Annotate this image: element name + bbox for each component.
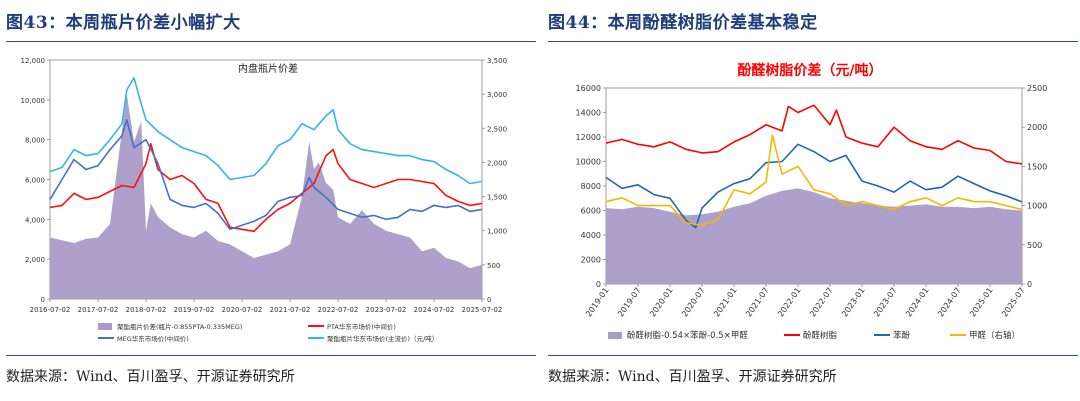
series-line-1 (605, 104, 1023, 165)
chart-bottle-spread: 内盘瓶片价差 0 2,000 4,000 6,000 8,000 10,000 12,000 0… (21, 57, 508, 343)
y-right-tick-label: 2500 (1027, 84, 1047, 93)
y-right-tick-label: 1500 (1027, 162, 1047, 171)
y-left-tick-label: 8,000 (25, 137, 45, 145)
x-tick-label: 2025-07-02 (462, 306, 503, 314)
y-left-tick-label: 2000 (581, 256, 601, 265)
x-tick-label: 2023-01 (840, 286, 867, 319)
chart-title: 酚醛树脂价差（元/吨） (737, 62, 882, 79)
x-tick-label: 2019-07-02 (174, 306, 215, 314)
x-tick-label: 2017-07-02 (78, 306, 119, 314)
x-tick-label: 2022-07 (808, 286, 835, 319)
x-tick-label: 2023-07-02 (366, 306, 407, 314)
y-left-tick-label: 16000 (576, 84, 601, 93)
y-left-tick-label: 4000 (581, 231, 601, 240)
x-tick-label: 2022-07-02 (318, 306, 359, 314)
series-line-3 (605, 134, 1023, 226)
y-left-tick-label: 6000 (581, 207, 601, 216)
source-note: 数据来源：Wind、百川盈孚、开源证券研究所 (6, 369, 295, 385)
y-right-tick-label: 500 (487, 262, 500, 270)
series-line-2 (605, 143, 1023, 229)
legend-label-0: 酚醛树脂-0.54×苯酚-0.5×甲醛 (627, 330, 748, 341)
legend-swatch-0 (98, 323, 112, 330)
legend-label-1: 酚醛树脂 (803, 330, 838, 341)
y-right-tick-label: 1,000 (487, 228, 507, 236)
x-tick-label: 2020-01 (648, 286, 675, 319)
x-tick-label: 2020-07 (680, 286, 707, 319)
y-left-tick-label: 8000 (581, 182, 601, 191)
title-rule (6, 41, 536, 42)
y-right-tick-label: 3,500 (487, 57, 507, 65)
figure-panel-right: 图44：本周酚醛树脂价差基本稳定 酚醛树脂价差（元/吨） 0 2000 4000 600… (548, 0, 1078, 401)
y-left-tick-label: 10,000 (21, 97, 46, 105)
figure-title: 图43：本周瓶片价差小幅扩大 (6, 13, 241, 33)
chart-title: 内盘瓶片价差 (238, 62, 298, 75)
chart-phenolic-resin-spread: 酚醛树脂价差（元/吨）02000400060008000100001200014… (576, 62, 1048, 341)
legend-label-2: MEG华东市场价(中间价) (117, 334, 189, 343)
x-tick-label: 2021-07-02 (270, 306, 311, 314)
x-tick-label: 2024-07 (936, 286, 963, 319)
y-left-tick-label: 12,000 (21, 57, 46, 65)
y-left-tick-label: 4,000 (25, 216, 45, 224)
series-line-2 (49, 119, 483, 231)
x-tick-label: 2018-07-02 (126, 306, 167, 314)
series-area-0 (606, 188, 1022, 284)
y-right-tick-label: 1000 (1027, 202, 1047, 211)
x-tick-label: 2023-07 (872, 286, 899, 319)
x-tick-label: 2021-07 (744, 286, 771, 319)
y-right-tick-label: 1,500 (487, 194, 507, 202)
x-tick-label: 2025-07 (1000, 286, 1027, 319)
x-tick-label: 2024-07-02 (414, 306, 455, 314)
x-tick-label: 2025-01 (968, 286, 995, 319)
y-left-tick-label: 10000 (576, 158, 601, 167)
series-area-0 (50, 94, 482, 299)
figure-panel-left: 图43：本周瓶片价差小幅扩大 内盘瓶片价差 0 2,000 4,000 6,000 8,0… (6, 0, 536, 401)
source-rule (548, 355, 1078, 356)
x-tick-label: 2021-01 (712, 286, 739, 319)
y-left-tick-label: 6,000 (25, 177, 45, 185)
legend-label-1: PTA华东市场价(中间价) (327, 322, 396, 331)
y-right-tick-label: 500 (1027, 241, 1042, 250)
y-left-tick-label: 0 (41, 296, 45, 304)
legend-label-0: 聚酯瓶片价差(瓶片-0.855PTA-0.335MEG) (117, 322, 242, 331)
y-right-tick-label: 2,000 (487, 159, 507, 167)
x-tick-label: 2016-07-02 (30, 306, 71, 314)
y-right-tick-label: 2000 (1027, 123, 1047, 132)
x-tick-label: 2024-01 (904, 286, 931, 319)
y-right-tick-label: 2,500 (487, 125, 507, 133)
x-tick-label: 2019-07 (616, 286, 643, 319)
series-line-1 (49, 142, 483, 233)
x-tick-label: 2022-01 (776, 286, 803, 319)
y-right-tick-label: 3,000 (487, 91, 507, 99)
source-rule (6, 355, 536, 356)
y-left-tick-label: 14000 (576, 109, 601, 118)
source-note: 数据来源：Wind、百川盈孚、开源证券研究所 (548, 369, 837, 385)
y-right-tick-label: 0 (1027, 280, 1032, 289)
y-left-tick-label: 2,000 (25, 256, 45, 264)
figure-title: 图44：本周酚醛树脂价差基本稳定 (548, 13, 818, 33)
legend-label-3: 聚酯瓶片华东市场价(主流价)（元/吨） (327, 334, 438, 343)
y-left-tick-label: 0 (596, 280, 601, 289)
legend-label-2: 苯酚 (893, 330, 911, 341)
series-line-3 (49, 77, 483, 185)
y-right-tick-label: 0 (487, 296, 491, 304)
x-tick-label: 2019-01 (584, 286, 611, 319)
legend-label-3: 甲醛（右轴） (969, 330, 1020, 341)
title-rule (548, 41, 1078, 42)
legend-swatch-0 (608, 332, 622, 339)
x-tick-label: 2020-07-02 (222, 306, 263, 314)
y-left-tick-label: 12000 (576, 133, 601, 142)
